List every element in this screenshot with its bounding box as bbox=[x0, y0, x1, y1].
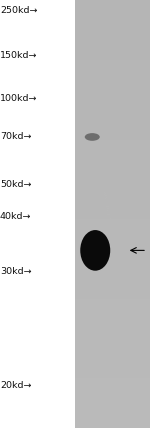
Text: 150kd→: 150kd→ bbox=[0, 51, 38, 60]
Text: 30kd→: 30kd→ bbox=[0, 267, 32, 276]
Text: 100kd→: 100kd→ bbox=[0, 94, 38, 103]
Ellipse shape bbox=[80, 230, 110, 271]
Text: 250kd→: 250kd→ bbox=[0, 6, 38, 15]
Ellipse shape bbox=[85, 133, 100, 141]
Text: 70kd→: 70kd→ bbox=[0, 132, 32, 142]
Text: 50kd→: 50kd→ bbox=[0, 179, 32, 189]
Text: 20kd→: 20kd→ bbox=[0, 380, 32, 390]
Text: 40kd→: 40kd→ bbox=[0, 211, 32, 221]
Text: www.ptglab.com: www.ptglab.com bbox=[101, 190, 116, 238]
